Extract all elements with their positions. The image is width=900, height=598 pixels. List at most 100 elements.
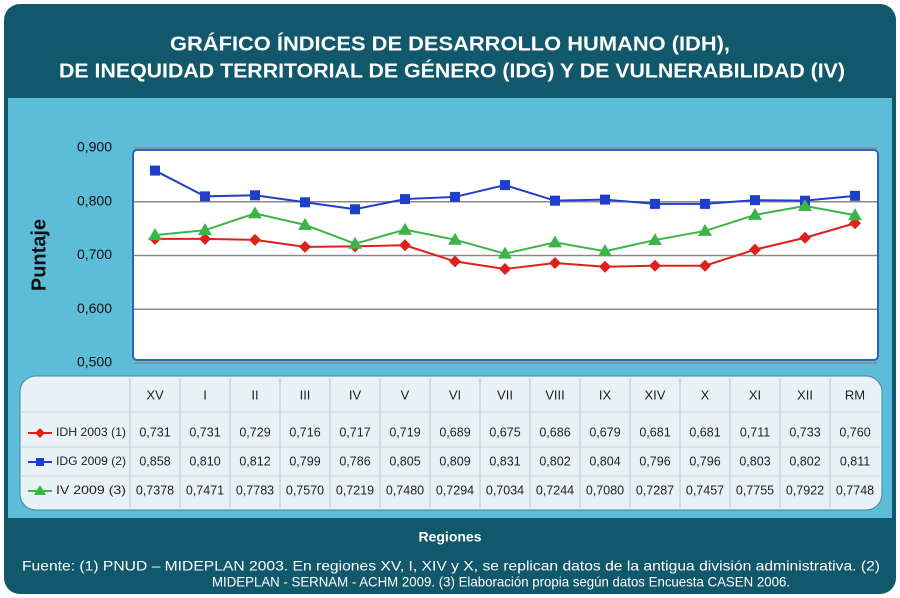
- table-value: 0,731: [189, 425, 220, 439]
- x-axis-label: Regiones: [418, 529, 481, 545]
- table-value: 0,7034: [486, 483, 524, 497]
- point: [799, 231, 811, 244]
- table-value: 0,7755: [736, 483, 774, 497]
- x-tick-label: XV: [146, 387, 164, 402]
- table-value: 0,731: [139, 425, 170, 439]
- table-value: 0,7480: [386, 483, 424, 497]
- x-tick-label: XII: [797, 387, 813, 402]
- table-value: 0,7244: [536, 483, 574, 497]
- legend-marker: [35, 428, 45, 438]
- point: [848, 208, 862, 221]
- point: [598, 244, 612, 257]
- point: [700, 198, 710, 209]
- table-value: 0,7471: [186, 483, 224, 497]
- point: [299, 240, 311, 253]
- point: [298, 217, 312, 230]
- x-tick-label: I: [203, 387, 207, 402]
- point: [400, 194, 410, 205]
- legend-label: IDG 2009 (2): [56, 454, 126, 468]
- legend-marker: [34, 485, 46, 495]
- legend-label: IDH 2003 (1): [56, 425, 126, 439]
- table-value: 0,7080: [586, 483, 624, 497]
- point: [500, 180, 510, 191]
- x-tick-label: XI: [749, 387, 761, 402]
- y-tick-label: 0,700: [77, 246, 112, 262]
- point: [199, 232, 211, 245]
- point: [148, 228, 162, 241]
- table-value: 0,802: [539, 454, 570, 468]
- point: [200, 191, 210, 202]
- point: [449, 255, 461, 268]
- table-value: 0,802: [789, 454, 820, 468]
- point: [798, 198, 812, 211]
- table-value: 0,686: [539, 425, 570, 439]
- x-tick-label: II: [251, 387, 258, 402]
- point: [649, 259, 661, 272]
- table-value: 0,858: [139, 454, 170, 468]
- table-value: 0,760: [839, 425, 870, 439]
- point: [498, 246, 512, 259]
- point: [398, 222, 412, 235]
- chart-title: GRÁFICO ÍNDICES DE DESARROLLO HUMANO (ID…: [170, 32, 730, 55]
- point: [648, 233, 662, 246]
- point: [450, 191, 460, 202]
- table-value: 0,799: [289, 454, 320, 468]
- table-value: 0,7748: [836, 483, 874, 497]
- y-tick-label: 0,800: [77, 192, 112, 208]
- point: [248, 206, 262, 219]
- x-tick-label: IX: [599, 387, 612, 402]
- table-value: 0,711: [740, 425, 770, 439]
- point: [748, 207, 762, 220]
- table-value: 0,679: [589, 425, 620, 439]
- table-value: 0,7294: [436, 483, 474, 497]
- table-value: 0,7287: [636, 483, 674, 497]
- table-value: 0,7378: [136, 483, 174, 497]
- x-tick-label: V: [401, 387, 410, 402]
- legend-label: IV 2009 (3): [56, 483, 126, 497]
- point: [699, 259, 711, 272]
- point: [850, 190, 860, 201]
- table-value: 0,786: [339, 454, 370, 468]
- table-value: 0,729: [239, 425, 270, 439]
- table-value: 0,716: [289, 425, 320, 439]
- table-value: 0,831: [489, 454, 520, 468]
- point: [350, 204, 360, 215]
- y-tick-label: 0,500: [77, 354, 112, 370]
- point: [348, 236, 362, 249]
- y-tick-label: 0,600: [77, 300, 112, 316]
- chart-title: DE INEQUIDAD TERRITORIAL DE GÉNERO (IDG)…: [59, 59, 845, 82]
- point: [600, 194, 610, 205]
- table-value: 0,7783: [236, 483, 274, 497]
- point: [499, 262, 511, 275]
- table-value: 0,7570: [286, 483, 324, 497]
- x-tick-label: XIV: [645, 387, 666, 402]
- point: [550, 195, 560, 206]
- table-value: 0,810: [189, 454, 220, 468]
- table-value: 0,812: [239, 454, 270, 468]
- x-tick-label: VIII: [545, 387, 565, 402]
- table-value: 0,804: [589, 454, 620, 468]
- source-note: MIDEPLAN - SERNAM - ACHM 2009. (3) Elabo…: [212, 574, 790, 590]
- point: [599, 260, 611, 273]
- point: [750, 195, 760, 206]
- x-tick-label: IV: [349, 387, 362, 402]
- legend-marker: [36, 458, 44, 466]
- table-value: 0,681: [639, 425, 670, 439]
- table-value: 0,7219: [336, 483, 374, 497]
- point: [749, 243, 761, 256]
- point: [548, 235, 562, 248]
- x-tick-label: III: [300, 387, 311, 402]
- point: [399, 239, 411, 252]
- y-tick-label: 0,900: [77, 139, 112, 155]
- source-note: Fuente: (1) PNUD – MIDEPLAN 2003. En reg…: [22, 558, 880, 574]
- point: [249, 233, 261, 246]
- x-tick-label: VII: [497, 387, 513, 402]
- x-tick-label: RM: [845, 387, 865, 402]
- table-value: 0,717: [339, 425, 370, 439]
- table-value: 0,719: [389, 425, 420, 439]
- table-value: 0,7922: [786, 483, 824, 497]
- table-value: 0,7457: [686, 483, 724, 497]
- table-value: 0,803: [739, 454, 770, 468]
